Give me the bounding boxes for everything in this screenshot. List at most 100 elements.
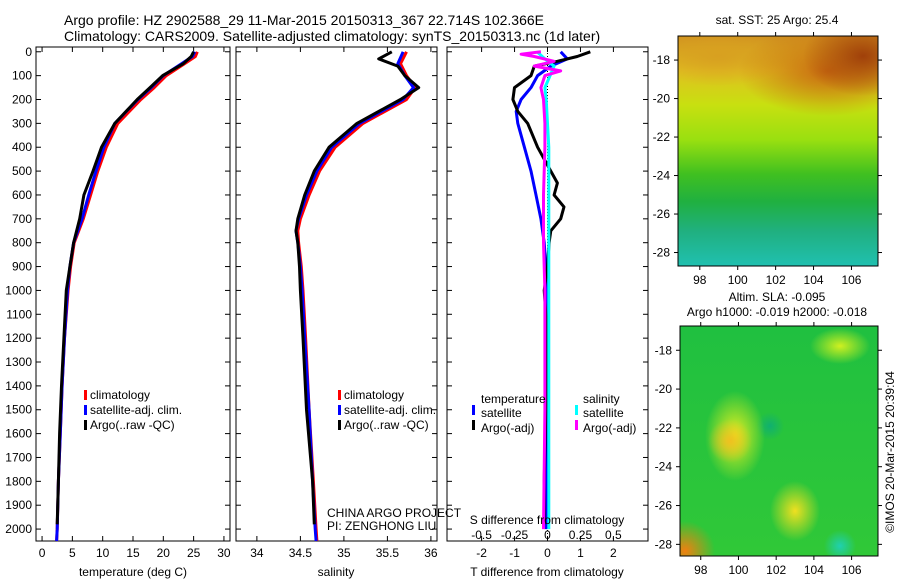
lon-tick-label: 102	[766, 563, 786, 577]
credit-project: CHINA ARGO PROJECT	[327, 506, 462, 520]
y-tick-label: 1700	[5, 450, 32, 464]
legend-label: Argo(-adj)	[583, 421, 636, 435]
x-axis-label-salinity: salinity	[318, 565, 355, 579]
x-tick-label: -1	[509, 546, 520, 560]
salinity-panel: 34 34.5 35 35.5 36	[235, 46, 438, 560]
lat-tick-label: -22	[655, 421, 673, 435]
lon-tick-label: 106	[841, 273, 861, 287]
x2-tick-label: -0.25	[501, 528, 529, 542]
legend-label: climatology	[90, 388, 150, 402]
y-tick-label: 800	[12, 236, 32, 250]
lat-tick-label: -24	[655, 460, 673, 474]
temperature-panel: 0 5 10 15 20 25 300100200300400500600700800900…	[5, 45, 231, 560]
sla-map-frame	[679, 325, 879, 557]
legend-header-temperature: temperature	[481, 392, 546, 406]
figure-title-line1: Argo profile: HZ 2902588_29 11-Mar-2015 …	[64, 12, 544, 28]
lat-tick-label: -26	[653, 207, 671, 221]
y-tick-label: 1400	[5, 379, 32, 393]
copyright-text: ©IMOS 20-Mar-2015 20:39:04	[883, 371, 897, 533]
y-tick-label: 1100	[6, 307, 32, 321]
x-axis-label-temperature: temperature (deg C)	[79, 565, 187, 579]
x-tick-label: 36	[424, 546, 438, 560]
y-tick-label: 1000	[5, 283, 32, 297]
sla-map-title: Altim. SLA: -0.095	[729, 290, 826, 304]
legend-swatch-climatology	[338, 390, 341, 400]
credit-pi: PI: ZENGHONG LIU	[327, 519, 436, 533]
x-tick-label: 34	[250, 546, 264, 560]
x-tick-label: 35	[337, 546, 351, 560]
legend-label: Argo(..raw -QC)	[90, 418, 175, 432]
legend-swatch-climatology	[84, 390, 87, 400]
y-tick-label: 2000	[5, 522, 32, 536]
x-tick-label: 10	[96, 546, 110, 560]
legend-label: Argo(-adj)	[481, 421, 534, 435]
sst-map-image	[678, 36, 878, 266]
legend-swatch-s-satellite	[575, 405, 578, 415]
x2-tick-label: -0.5	[471, 528, 492, 542]
x2-tick-label: 0.5	[605, 528, 622, 542]
series-line-temperature-satellite	[514, 50, 569, 530]
legend-header-salinity: salinity	[583, 392, 620, 406]
difference-legend: temperature salinity satellite Argo(-adj…	[472, 392, 636, 435]
lon-tick-label: 104	[804, 563, 824, 577]
lat-tick-label: -18	[655, 343, 673, 357]
x-tick-label: 1	[577, 546, 584, 560]
y-tick-label: 100	[12, 69, 32, 83]
lon-tick-label: 104	[804, 273, 824, 287]
x-tick-label: 35.5	[376, 546, 400, 560]
y-tick-label: 1800	[5, 474, 32, 488]
y-tick-label: 900	[12, 260, 32, 274]
y-tick-label: 600	[12, 188, 32, 202]
sst-map-frame	[677, 35, 879, 267]
series-line-argo-raw-qc-	[55, 51, 195, 525]
y-tick-label: 500	[12, 164, 32, 178]
legend-swatch-s-argo	[575, 420, 578, 430]
x2-axis-label-s-diff: S difference from climatology	[470, 513, 625, 527]
legend-label: Argo(..raw -QC)	[344, 418, 429, 432]
legend-swatch-satellite	[338, 405, 341, 415]
x-tick-label: 0	[39, 546, 46, 560]
x-tick-label: 15	[126, 546, 140, 560]
sla-map-image	[680, 326, 878, 556]
x-tick-label: 30	[217, 546, 231, 560]
series-line-temperature-argo-adj-	[511, 50, 591, 525]
y-tick-label: 700	[12, 212, 32, 226]
lat-tick-label: -26	[655, 499, 673, 513]
series-line-satellite-adj-clim-	[55, 51, 197, 542]
legend-label: climatology	[344, 388, 404, 402]
legend-swatch-argo	[338, 420, 341, 430]
lat-tick-label: -24	[653, 169, 671, 183]
y-tick-label: 1900	[5, 498, 32, 512]
legend-swatch-t-argo	[472, 420, 475, 430]
lat-tick-label: -22	[653, 130, 671, 144]
difference-panel: -2 -1 0 1 2 -0.5 -0.25 0 0.25 0.5	[446, 46, 649, 560]
lon-tick-label: 102	[766, 273, 786, 287]
legend-swatch-satellite	[84, 405, 87, 415]
y-tick-label: 400	[12, 140, 32, 154]
series-line-salinity-satellite	[535, 50, 556, 530]
x-tick-label: 20	[157, 546, 171, 560]
x-axis-label-t-diff: T difference from climatology	[470, 565, 624, 579]
plot-frame	[235, 46, 438, 542]
lon-tick-label: 100	[728, 273, 748, 287]
series-line-salinity-argo-adj-	[519, 50, 563, 530]
lat-tick-label: -20	[655, 382, 673, 396]
x-tick-label: -2	[476, 546, 487, 560]
sst-map-title: sat. SST: 25 Argo: 25.4	[716, 13, 839, 27]
x-tick-label: 25	[187, 546, 201, 560]
sla-map-axes: 98 100 102 104 106 -18 -20 -22 -24 -26 -28	[655, 322, 882, 577]
lon-tick-label: 98	[694, 563, 708, 577]
lon-tick-label: 100	[728, 563, 748, 577]
salinity-legend: climatology satellite-adj. clim. Argo(..…	[338, 388, 436, 432]
x-tick-label: 2	[610, 546, 617, 560]
y-tick-label: 1600	[5, 427, 32, 441]
series-line-climatology	[55, 51, 199, 542]
legend-swatch-argo	[84, 420, 87, 430]
temperature-legend: climatology satellite-adj. clim. Argo(..…	[84, 388, 182, 432]
legend-label: satellite-adj. clim.	[344, 403, 436, 417]
x2-tick-label: 0.25	[569, 528, 593, 542]
legend-label: satellite-adj. clim.	[90, 403, 182, 417]
lat-tick-label: -28	[653, 246, 671, 260]
lat-tick-label: -20	[653, 92, 671, 106]
